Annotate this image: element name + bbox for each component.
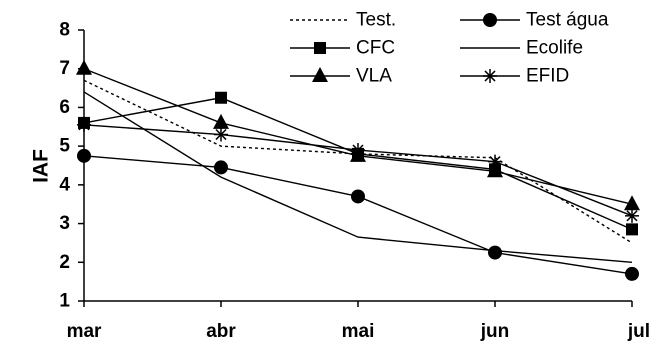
series-line-2 — [83, 97, 633, 231]
legend-label: EFID — [526, 66, 569, 87]
data-point-marker — [213, 113, 229, 129]
data-point-marker — [626, 223, 638, 236]
data-point-marker — [625, 208, 639, 223]
legend-label: Ecolife — [526, 38, 583, 59]
legend: Test. Test água CFC Ecolife VLA EFID — [290, 10, 609, 87]
y-tick-label: 4 — [59, 174, 70, 195]
legend-marker — [483, 13, 497, 27]
y-tick-label: 3 — [59, 213, 70, 234]
y-axis-title: IAF — [30, 149, 53, 183]
series-line-1 — [83, 155, 633, 275]
legend-label: CFC — [356, 38, 395, 59]
x-tick-label: jul — [627, 321, 650, 342]
y-tick-label: 8 — [59, 20, 70, 41]
legend-label: VLA — [356, 66, 392, 87]
y-tick-label: 5 — [59, 136, 70, 157]
y-tick-label: 7 — [59, 58, 70, 79]
y-tick-label: 2 — [59, 252, 70, 273]
data-point-marker — [488, 245, 502, 260]
series-layer — [76, 59, 640, 281]
legend-marker — [312, 67, 328, 82]
series-line-3 — [83, 91, 633, 263]
data-point-marker — [351, 189, 365, 204]
data-point-marker — [214, 127, 228, 142]
data-point-marker — [624, 195, 640, 211]
data-point-marker — [77, 148, 91, 163]
data-point-marker — [488, 154, 502, 169]
data-point-marker — [76, 59, 92, 75]
legend-label: Test água — [526, 10, 609, 31]
x-tick-label: jun — [480, 321, 510, 342]
legend-marker — [483, 69, 497, 83]
data-point-marker — [214, 160, 228, 175]
data-point-marker — [351, 143, 365, 158]
legend-label: Test. — [356, 10, 396, 31]
data-point-marker — [625, 266, 639, 281]
data-point-marker — [215, 91, 227, 104]
legend-marker — [314, 42, 326, 54]
data-point-marker — [487, 162, 503, 178]
x-tick-label: mai — [342, 321, 375, 342]
x-tick-label: abr — [206, 321, 236, 342]
axis-ticks: 1 2 3 4 5 6 7 8 mar abr mai jun jul — [59, 20, 650, 343]
y-tick-label: 1 — [59, 291, 70, 312]
data-point-marker — [77, 117, 91, 132]
x-tick-label: mar — [67, 321, 102, 342]
y-tick-label: 6 — [59, 97, 70, 118]
